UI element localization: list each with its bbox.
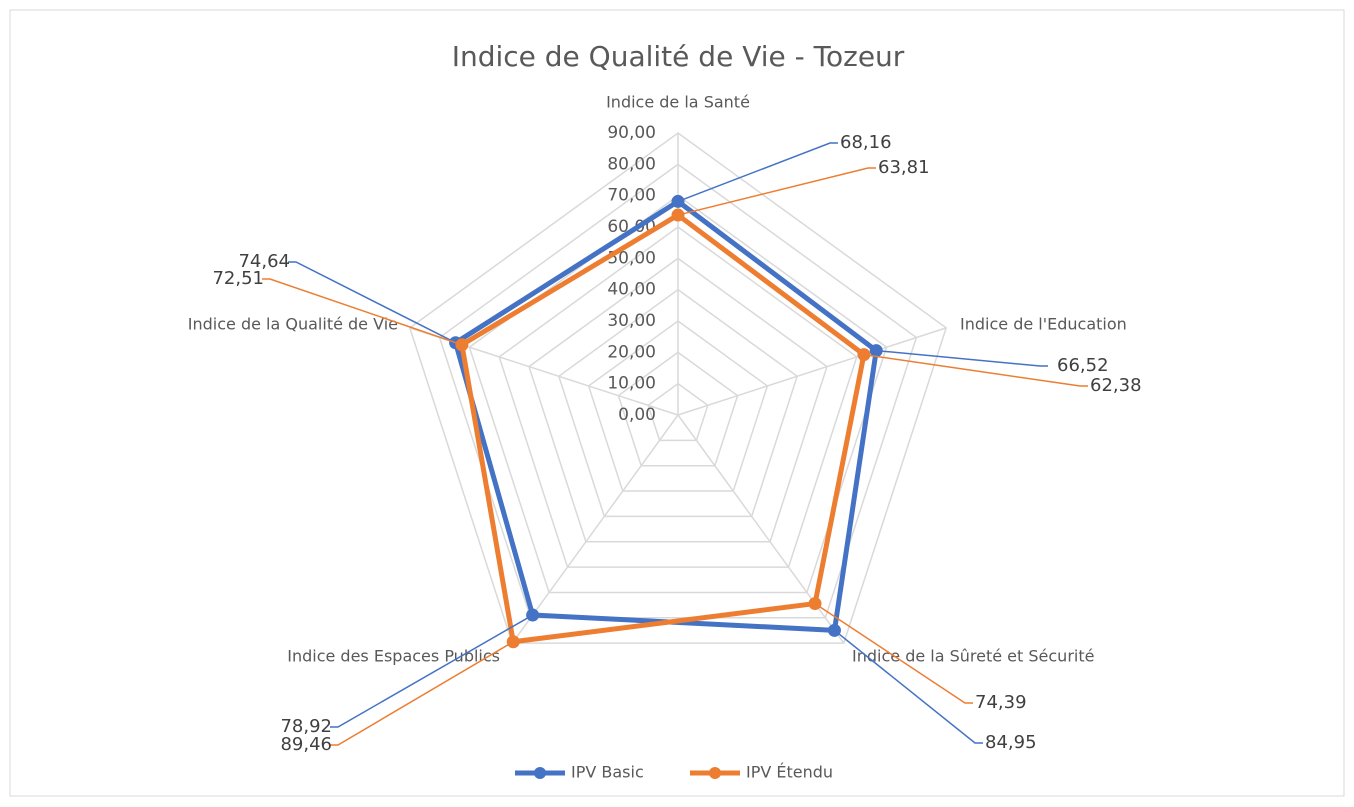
legend-marker (534, 767, 546, 779)
marker (827, 623, 841, 637)
legend-label: IPV Étendu (746, 763, 833, 782)
category-label: Indice de la Qualité de Vie (188, 315, 398, 334)
value-label: 66,52 (1057, 355, 1109, 376)
marker (506, 635, 520, 649)
category-label: Indice de la Santé (606, 93, 750, 112)
marker (455, 338, 469, 352)
marker (808, 597, 822, 611)
value-label: 62,38 (1090, 375, 1142, 396)
grid-ring (647, 382, 709, 442)
marker (671, 194, 685, 208)
legend-label: IPV Basic (571, 763, 644, 782)
r-tick-label: 70,00 (607, 186, 656, 206)
spoke (677, 327, 947, 416)
value-label: 72,51 (212, 268, 264, 289)
category-label: Indice des Espaces Publics (287, 647, 500, 666)
chart-frame (9, 9, 1345, 797)
value-label: 74,64 (238, 251, 290, 272)
category-label: Indice de la Sûreté et Sécurité (852, 647, 1094, 666)
leader-line (677, 142, 838, 203)
r-tick-label: 0,00 (618, 405, 656, 425)
grid-ring (617, 351, 739, 467)
grid-ring (498, 226, 858, 568)
r-tick-label: 10,00 (607, 374, 656, 394)
marker (869, 344, 883, 358)
value-label: 89,46 (280, 734, 332, 755)
leader-line (814, 602, 973, 704)
leader-line (330, 614, 534, 728)
spoke (511, 414, 679, 644)
leader-line (330, 641, 514, 746)
value-label: 78,92 (280, 716, 332, 737)
legend-marker (709, 767, 721, 779)
r-tick-label: 90,00 (607, 123, 656, 143)
grid-ring (408, 132, 948, 644)
category-label: Indice de l'Education (960, 315, 1127, 334)
grid-ring (587, 320, 769, 492)
grid-ring (528, 257, 828, 543)
leader-line (833, 629, 983, 744)
chart-title: Indice de Qualité de Vie - Tozeur (452, 40, 905, 73)
r-tick-label: 40,00 (607, 280, 656, 300)
value-label: 74,39 (975, 692, 1027, 713)
leader-line (677, 167, 876, 216)
grid-ring (557, 288, 799, 518)
r-tick-label: 80,00 (607, 154, 656, 174)
grid-ring (438, 163, 918, 619)
series-line (459, 212, 867, 645)
value-label: 63,81 (878, 157, 930, 178)
value-label: 84,95 (985, 732, 1037, 753)
leader-line (876, 349, 1048, 367)
r-tick-label: 20,00 (607, 342, 656, 362)
leader-line (288, 261, 456, 344)
r-tick-label: 50,00 (607, 248, 656, 268)
marker (671, 208, 685, 222)
value-label: 68,16 (840, 132, 892, 153)
leader-line (863, 353, 1088, 387)
marker (526, 608, 540, 622)
r-tick-label: 30,00 (607, 311, 656, 331)
marker (857, 348, 871, 362)
leader-line (262, 278, 463, 346)
